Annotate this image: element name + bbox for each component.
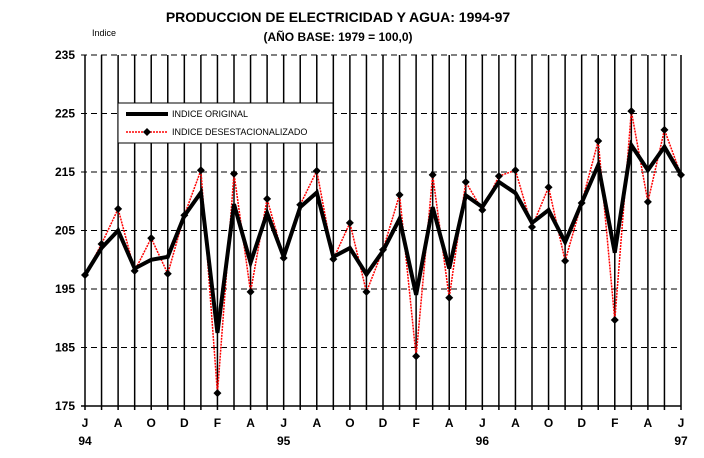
- x-tick-label: A: [511, 416, 520, 430]
- x-tick-label: O: [345, 416, 354, 430]
- data-point-desestacionalizado: [147, 234, 156, 243]
- data-point-desestacionalizado: [81, 270, 89, 279]
- x-tick-label: J: [280, 416, 287, 430]
- y-tick-label: 235: [55, 48, 75, 62]
- legend-label-desestacionalizado: INDICE DESESTACIONALIZADO: [172, 127, 307, 137]
- data-point-desestacionalizado: [627, 107, 636, 116]
- x-tick-label: J: [82, 416, 89, 430]
- y-axis-label: Indice: [92, 28, 117, 38]
- data-point-desestacionalizado: [163, 269, 172, 278]
- data-point-desestacionalizado: [130, 266, 139, 275]
- data-point-desestacionalizado: [412, 352, 421, 361]
- data-point-desestacionalizado: [263, 194, 272, 203]
- data-point-desestacionalizado: [528, 222, 536, 231]
- y-tick-label: 205: [55, 224, 75, 238]
- x-tick-label: A: [114, 416, 123, 430]
- chart-subtitle: (AÑO BASE: 1979 = 100,0): [263, 30, 413, 44]
- legend-box: [117, 102, 334, 144]
- data-point-desestacionalizado: [196, 166, 205, 175]
- data-point-desestacionalizado: [428, 170, 437, 179]
- x-tick-label: D: [379, 416, 388, 430]
- x-tick-label: J: [479, 416, 486, 430]
- data-point-desestacionalizado: [213, 389, 222, 398]
- data-point-desestacionalizado: [610, 316, 619, 325]
- y-tick-label: 185: [55, 341, 75, 355]
- data-point-desestacionalizado: [362, 287, 371, 296]
- y-tick-label: 215: [55, 165, 75, 179]
- data-point-desestacionalizado: [114, 204, 123, 213]
- data-point-desestacionalizado: [511, 166, 520, 175]
- x-tick-label: D: [180, 416, 189, 430]
- data-point-desestacionalizado: [445, 293, 454, 302]
- x-tick-label: J: [678, 416, 685, 430]
- year-label: 96: [476, 434, 490, 448]
- x-tick-label: O: [544, 416, 553, 430]
- data-point-desestacionalizado: [577, 199, 586, 208]
- y-tick-label: 195: [55, 282, 75, 296]
- chart-title: PRODUCCION DE ELECTRICIDAD Y AGUA: 1994-…: [165, 9, 511, 25]
- data-point-desestacionalizado: [494, 172, 503, 181]
- data-point-desestacionalizado: [561, 256, 570, 265]
- data-point-desestacionalizado: [594, 136, 603, 145]
- x-tick-label: O: [147, 416, 156, 430]
- data-point-desestacionalizado: [296, 200, 305, 209]
- x-tick-label: F: [611, 416, 618, 430]
- data-point-desestacionalizado: [544, 183, 553, 192]
- x-tick-label: A: [445, 416, 454, 430]
- x-tick-label: D: [577, 416, 586, 430]
- x-tick-label: F: [412, 416, 419, 430]
- legend-marker-desestacionalizado: [143, 128, 151, 136]
- data-point-desestacionalizado: [643, 197, 652, 206]
- y-tick-label: 175: [55, 399, 75, 413]
- data-point-desestacionalizado: [279, 253, 288, 262]
- y-tick-label: 225: [55, 107, 75, 121]
- year-label: 97: [674, 434, 688, 448]
- data-point-desestacionalizado: [461, 177, 470, 186]
- x-tick-label: A: [312, 416, 321, 430]
- year-label: 95: [277, 434, 291, 448]
- data-point-desestacionalizado: [345, 218, 354, 227]
- data-point-desestacionalizado: [180, 211, 189, 220]
- data-point-desestacionalizado: [677, 170, 685, 179]
- data-point-desestacionalizado: [329, 255, 338, 264]
- x-tick-label: F: [214, 416, 221, 430]
- data-point-desestacionalizado: [97, 239, 106, 248]
- x-tick-label: A: [644, 416, 653, 430]
- data-point-desestacionalizado: [395, 190, 404, 199]
- data-point-desestacionalizado: [312, 166, 321, 175]
- legend-label-original: INDICE ORIGINAL: [172, 109, 248, 119]
- data-point-desestacionalizado: [478, 206, 487, 215]
- data-point-desestacionalizado: [230, 169, 238, 178]
- x-tick-label: A: [246, 416, 255, 430]
- data-point-desestacionalizado: [660, 125, 669, 134]
- data-point-desestacionalizado: [246, 287, 255, 296]
- data-point-desestacionalizado: [379, 245, 387, 254]
- year-label: 94: [78, 434, 92, 448]
